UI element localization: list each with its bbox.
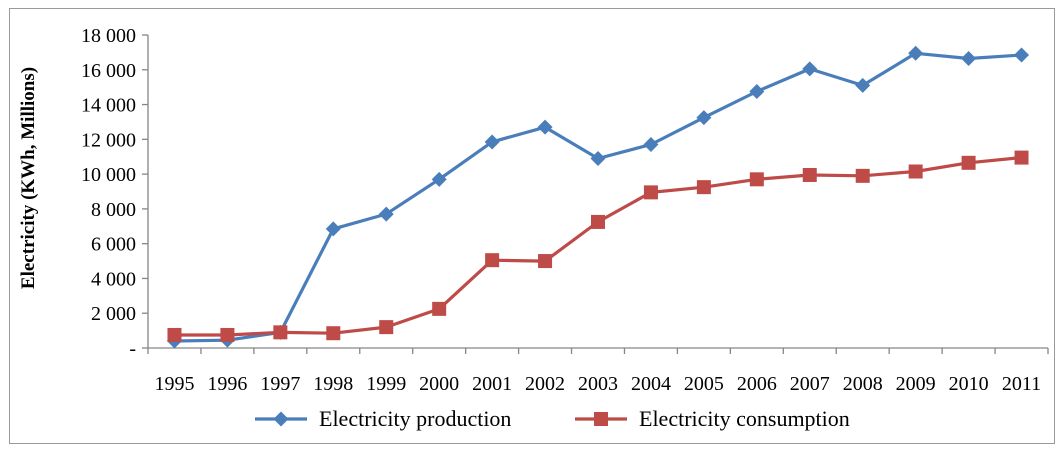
data-point-electricity-consumption <box>538 254 553 269</box>
legend-item-electricity-production: Electricity production <box>255 406 511 431</box>
y-tick-label: 2 000 <box>91 303 136 325</box>
x-tick-label: 2009 <box>896 373 936 395</box>
x-tick-label: 1995 <box>154 373 194 395</box>
axes: - 2 000 4 000 6 000 8 000 10 000 12 000 14 000 1… <box>81 25 1049 395</box>
data-point-electricity-consumption <box>802 167 817 182</box>
data-point-electricity-consumption <box>749 172 764 187</box>
y-tick-label: - <box>129 338 136 360</box>
data-point-electricity-production <box>590 150 606 166</box>
data-point-electricity-consumption <box>591 214 605 229</box>
data-point-electricity-consumption <box>432 301 447 316</box>
y-axis-title: Electricity (KWh, Millions) <box>18 67 39 289</box>
y-tick-label: 10 000 <box>81 164 136 186</box>
data-point-electricity-production <box>696 110 712 126</box>
y-tick-label: 8 000 <box>91 199 136 221</box>
data-point-electricity-production <box>961 50 977 66</box>
data-point-electricity-production <box>484 134 500 150</box>
x-tick-label: 2004 <box>631 373 671 395</box>
x-tick-label: 2000 <box>419 373 459 395</box>
data-point-electricity-consumption <box>696 180 711 195</box>
x-tick-label: 1998 <box>313 373 353 395</box>
y-tick-label: 6 000 <box>91 234 136 256</box>
series-line-electricity-production <box>174 51 1022 343</box>
x-tick-label: 2003 <box>578 373 618 395</box>
data-point-electricity-consumption <box>273 325 288 340</box>
legend-label-electricity-production: Electricity production <box>319 406 511 431</box>
data-point-electricity-production <box>431 171 447 187</box>
x-tick-label: 2001 <box>472 373 512 395</box>
x-tick-label: 2010 <box>949 373 989 395</box>
data-point-electricity-production <box>378 206 394 222</box>
data-point-electricity-production <box>749 84 765 100</box>
data-point-electricity-production <box>537 119 553 135</box>
data-point-electricity-consumption <box>167 327 182 342</box>
legend: Electricity production Electricity consum… <box>255 406 850 431</box>
x-tick-label: 1996 <box>207 373 247 395</box>
y-tick-label: 12 000 <box>81 129 136 151</box>
data-point-electricity-production <box>325 221 341 237</box>
data-point-electricity-consumption <box>855 168 870 183</box>
y-tick-label: 14 000 <box>81 95 136 117</box>
data-point-electricity-production <box>908 45 924 61</box>
data-point-electricity-production <box>1014 47 1030 63</box>
data-point-electricity-consumption <box>485 253 500 268</box>
x-tick-label: 2002 <box>525 373 565 395</box>
legend-item-electricity-consumption: Electricity consumption <box>575 406 850 431</box>
plot-series <box>166 45 1030 349</box>
legend-marker-electricity-consumption <box>594 412 608 426</box>
legend-label-electricity-consumption: Electricity consumption <box>639 406 850 431</box>
data-point-electricity-consumption <box>908 164 923 179</box>
series-line-electricity-consumption <box>174 156 1022 337</box>
series-electricity-consumption <box>167 150 1029 342</box>
x-tick-label: 2005 <box>684 373 724 395</box>
x-tick-label: 1999 <box>366 373 406 395</box>
data-point-electricity-consumption <box>1014 150 1029 165</box>
chart-frame <box>9 8 1055 444</box>
data-point-electricity-consumption <box>643 185 658 200</box>
y-tick-label: 18 000 <box>81 25 136 47</box>
legend-marker-electricity-production <box>273 411 289 427</box>
data-point-electricity-consumption <box>326 326 341 341</box>
data-point-electricity-consumption <box>379 320 394 335</box>
series-electricity-production <box>166 45 1030 349</box>
data-point-electricity-consumption <box>961 155 976 170</box>
x-tick-label: 1997 <box>260 373 300 395</box>
y-tick-label: 16 000 <box>81 60 136 82</box>
x-tick-label: 2006 <box>737 373 777 395</box>
data-point-electricity-production <box>802 61 818 77</box>
data-point-electricity-production <box>643 137 659 153</box>
x-tick-label: 2008 <box>843 373 883 395</box>
x-tick-label: 2007 <box>790 373 830 395</box>
x-tick-label: 2011 <box>1002 373 1041 395</box>
data-point-electricity-consumption <box>220 327 235 342</box>
y-tick-label: 4 000 <box>91 268 136 290</box>
data-point-electricity-production <box>855 77 871 93</box>
